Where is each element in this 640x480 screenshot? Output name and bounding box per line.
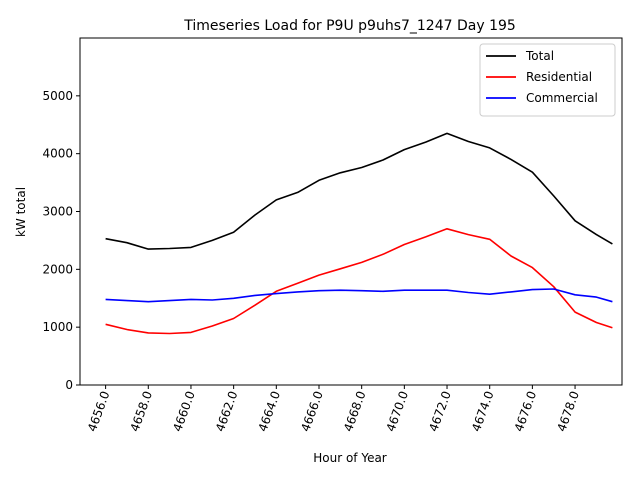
y-axis-label: kW total: [14, 187, 28, 237]
x-axis-label: Hour of Year: [313, 451, 387, 465]
chart-title: Timeseries Load for P9U p9uhs7_1247 Day …: [183, 18, 516, 34]
y-tick-label: 4000: [42, 147, 73, 161]
series-line-residential: [105, 228, 613, 335]
y-tick-label: 2000: [42, 262, 73, 276]
legend-label-total: Total: [525, 49, 554, 63]
y-tick-label: 5000: [42, 89, 73, 103]
y-tick-label: 3000: [42, 205, 73, 219]
legend-label-residential: Residential: [526, 70, 592, 84]
legend-label-commercial: Commercial: [526, 91, 598, 105]
y-tick-label: 0: [65, 378, 73, 392]
legend: Total Residential Commercial: [479, 43, 616, 117]
series-layer: [105, 132, 613, 335]
series-line-total: [105, 132, 613, 250]
y-axis: 0 1000 2000 3000 4000 5000: [42, 89, 80, 392]
series-line-commercial: [105, 288, 613, 303]
y-tick-label: 1000: [42, 320, 73, 334]
